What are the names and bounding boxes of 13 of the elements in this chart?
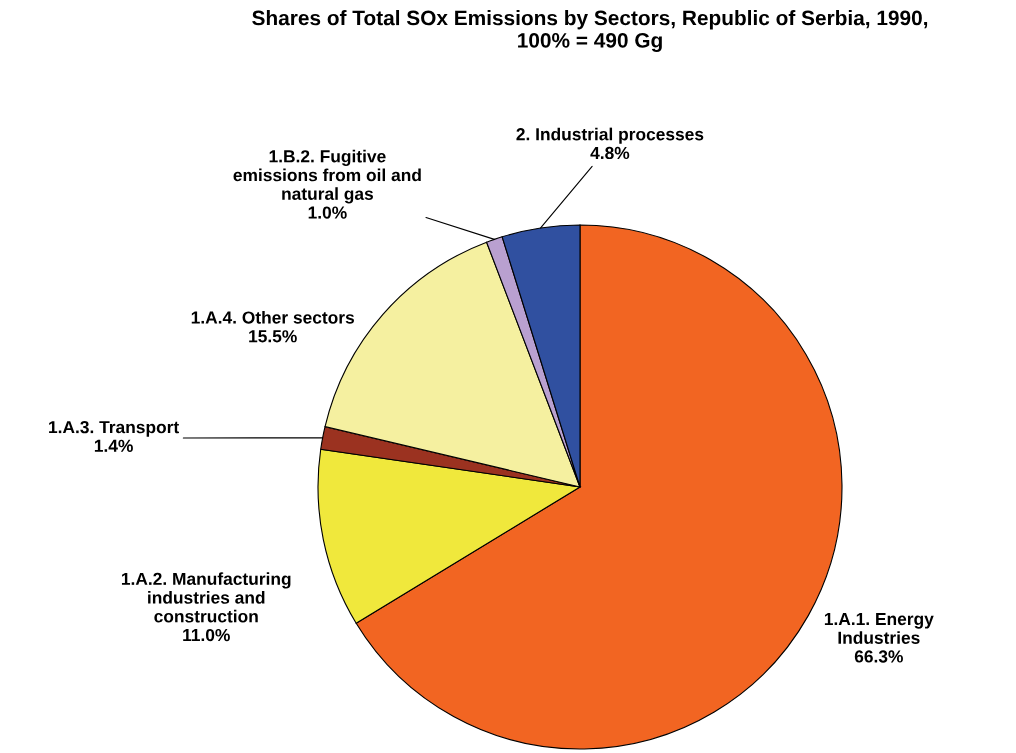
data-label: 1.0% [308,206,347,219]
slice-label: 1.A.1. Energy Industries [824,613,934,644]
slice-label: 2. Industrial processes [516,127,704,144]
data-label: 66.3% [854,650,903,663]
slice-label: 1.A.3. Transport [49,420,179,437]
data-label: 1.4% [94,439,133,452]
slice-label: 1.B.2. Fugitive emissions from oil and natural gas [233,149,421,204]
data-label: 11.0% [183,628,230,642]
slice-label: 1.A.2. Manufacturing industries and construction [121,572,291,623]
slice-label: 1.A.4. Other sectors [191,310,354,324]
data-label: 4.8% [590,146,630,160]
chart-title: Shares of Total SOx Emissions by Sectors, Republic of Serbia, 1990, 100% = 490 Gg [252,10,928,52]
data-label: 15.5% [249,330,297,343]
